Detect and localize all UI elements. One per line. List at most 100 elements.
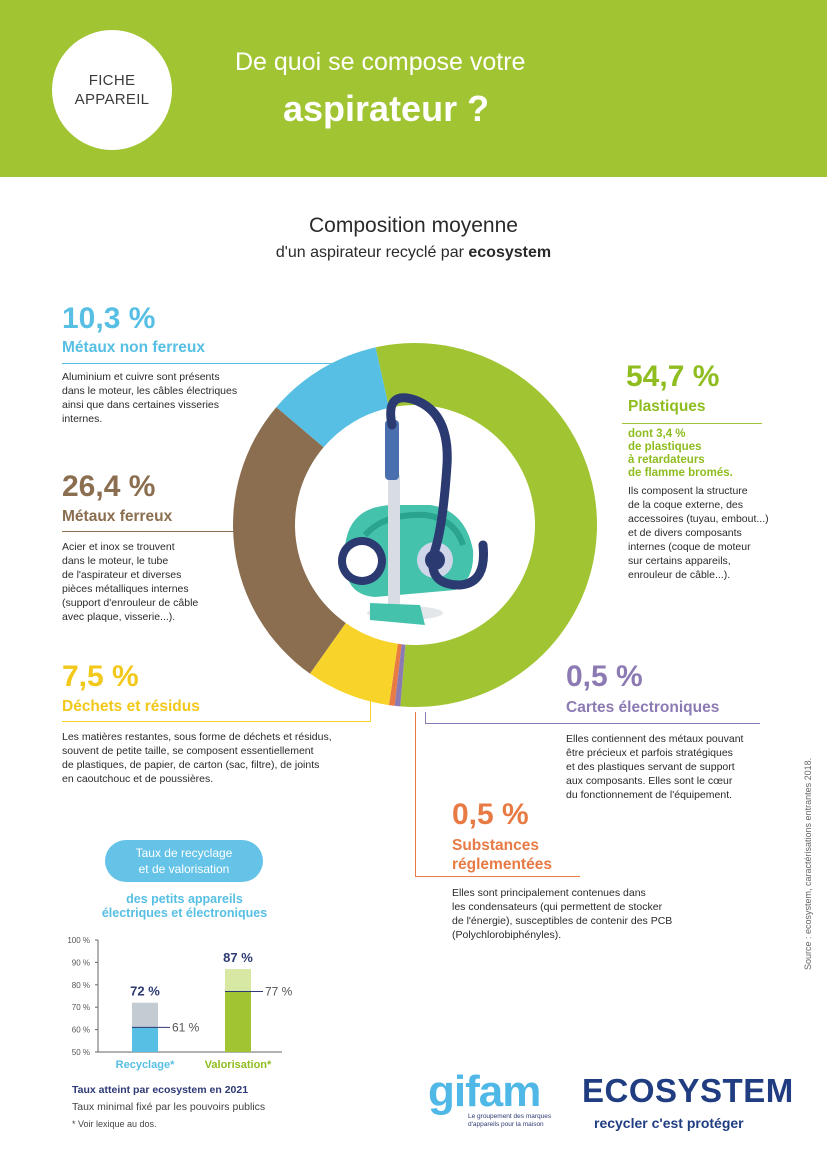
value-label-1: 87 %	[223, 950, 253, 965]
fiche-appareil-badge: FICHE APPAREIL	[52, 30, 172, 150]
desc-line: Acier et inox se trouvent	[62, 541, 175, 553]
subtitle-line: électriques et électroniques	[101, 906, 268, 920]
legend-minimum: Taux minimal fixé par les pouvoirs publi…	[72, 1101, 266, 1113]
rule-cartes	[425, 723, 760, 724]
note-line: dont 3,4 %	[628, 428, 686, 440]
bar-upper-0	[132, 1002, 158, 1028]
y-tick-label: 50 %	[72, 1048, 90, 1057]
desc-line: Aluminium et cuivre sont présents	[62, 371, 220, 383]
desc-plastiques: Ils composent la structure de la coque e…	[628, 484, 788, 582]
bar-chart-marks: 100 % 90 % 80 % 70 % 60 % 50 % 61 % 72 % Recycla…	[67, 936, 292, 1071]
label-line: Substances	[452, 837, 540, 854]
desc-cartes: Elles contiennent des métaux pouvant êtr…	[566, 732, 771, 802]
slice-metaux-ferreux	[232, 407, 346, 674]
label-substances: Substances réglementées	[452, 836, 552, 874]
slice-metaux-non-ferreux	[276, 347, 390, 448]
slice-cartes	[394, 644, 406, 707]
y-tick-label: 60 %	[72, 1026, 90, 1035]
donut-slices	[232, 343, 597, 707]
subtitle-brand: ecosystem	[468, 244, 552, 261]
label-line: réglementées	[452, 856, 552, 873]
subtitle-line: des petits appareils	[126, 892, 243, 906]
slice-dechets	[309, 622, 398, 706]
desc-line: sur certains appareils,	[628, 555, 731, 567]
percent-substances: 0,5 %	[452, 798, 529, 831]
desc-substances: Elles sont principalement contenues dans…	[452, 886, 712, 942]
bar-lower-1	[225, 991, 251, 1052]
bar-upper-1	[225, 969, 251, 992]
source-note: Source : ecosystem, caractérisations ent…	[803, 757, 813, 970]
header-title-line1: De quoi se compose votre	[235, 48, 526, 76]
desc-metaux-non-ferreux: Aluminium et cuivre sont présents dans l…	[62, 370, 302, 426]
rule-metaux-non-ferreux	[62, 363, 350, 364]
vline-dechets	[370, 700, 371, 722]
desc-line: et des plastiques servant de support	[566, 761, 735, 773]
category-label-0: Recyclage*	[116, 1059, 175, 1071]
percent-cartes: 0,5 %	[566, 660, 643, 693]
pill-line2: et de valorisation	[138, 862, 230, 876]
desc-line: en caoutchouc et de poussières.	[62, 773, 214, 785]
desc-line: et de divers composants	[628, 527, 742, 539]
legend-achieved: Taux atteint par ecosystem en 2021	[72, 1084, 249, 1096]
note-line: de flamme bromés.	[628, 467, 733, 479]
note-line: de plastiques	[628, 441, 702, 453]
rates-subtitle: des petits appareils électriques et élec…	[72, 892, 297, 920]
percent-metaux-non-ferreux: 10,3 %	[62, 302, 156, 335]
desc-line: Elles contiennent des métaux pouvant	[566, 733, 744, 745]
vline-cartes	[425, 712, 426, 724]
desc-line: pièces métalliques internes	[62, 583, 189, 595]
y-tick-label: 90 %	[72, 958, 90, 967]
category-label-1: Valorisation*	[205, 1059, 272, 1071]
percent-plastiques: 54,7 %	[626, 360, 720, 393]
ecosystem-logo: ECOSYSTEM	[582, 1072, 794, 1109]
label-plastiques: Plastiques	[628, 398, 706, 415]
desc-line: Ils composent la structure	[628, 485, 748, 497]
desc-line: de la coque externe, des	[628, 499, 743, 511]
desc-line: accessoires (tuyau, embout...)	[628, 513, 769, 525]
desc-line: Les matières restantes, sous forme de dé…	[62, 731, 332, 743]
desc-line: (Polychlorobiphényles).	[452, 929, 562, 941]
subtitle-text: d'un aspirateur recyclé par	[275, 244, 469, 261]
label-cartes: Cartes électroniques	[566, 699, 720, 716]
rule-dechets	[62, 721, 370, 722]
desc-line: de plastiques, de papier, de carton (sac…	[62, 759, 320, 771]
value-label-0: 72 %	[130, 984, 160, 999]
desc-line: être précieux et parfois stratégiques	[566, 747, 733, 759]
badge-line1: FICHE	[88, 72, 136, 89]
gifam-logo: gifam	[428, 1067, 541, 1116]
badge-line2: APPAREIL	[74, 91, 150, 108]
y-tick-label: 80 %	[72, 981, 90, 990]
desc-line: avec plaque, visserie...).	[62, 611, 176, 623]
pill-line1: Taux de recyclage	[135, 846, 233, 860]
desc-metaux-ferreux: Acier et inox se trouvent dans le moteur…	[62, 540, 262, 624]
desc-line: du fonctionnement de l'équipement.	[566, 789, 733, 801]
rule-substances	[415, 876, 580, 877]
desc-line: enrouleur de câble...).	[628, 569, 731, 581]
composition-title: Composition moyenne	[309, 214, 518, 237]
desc-line: dans le moteur, le tube	[62, 555, 169, 567]
vline-substances	[415, 712, 416, 877]
slice-plastiques	[375, 343, 597, 707]
desc-line: ainsi que dans certaines visseries	[62, 399, 219, 411]
desc-line: de l'énergie), susceptibles de contenir …	[452, 915, 673, 927]
note-plastiques: dont 3,4 % de plastiques à retardateurs …	[628, 428, 733, 480]
desc-line: de l'aspirateur et diverses	[62, 569, 182, 581]
desc-dechets: Les matières restantes, sous forme de dé…	[62, 730, 382, 786]
desc-line: (support d'enrouleur de câble	[62, 597, 199, 609]
footnote-lexique: * Voir lexique au dos.	[72, 1119, 157, 1129]
percent-metaux-ferreux: 26,4 %	[62, 470, 156, 503]
min-label-0: 61 %	[172, 1020, 200, 1034]
desc-line: Elles sont principalement contenues dans	[452, 887, 646, 899]
gifam-tagline: Le groupement des marques d'appareils po…	[468, 1113, 552, 1128]
composition-subtitle: d'un aspirateur recyclé par ecosystem	[0, 244, 827, 262]
label-metaux-ferreux: Métaux ferreux	[62, 508, 173, 525]
rule-metaux-ferreux	[62, 531, 242, 532]
label-dechets: Déchets et résidus	[62, 698, 200, 715]
desc-line: dans le moteur, les câbles électriques	[62, 385, 238, 397]
slice-substances	[388, 643, 402, 706]
y-tick-label: 100 %	[67, 936, 90, 945]
vacuum-illustration-icon	[338, 393, 489, 625]
bar-lower-0	[132, 1027, 158, 1052]
label-metaux-non-ferreux: Métaux non ferreux	[62, 339, 205, 356]
composition-donut-chart	[232, 343, 597, 707]
